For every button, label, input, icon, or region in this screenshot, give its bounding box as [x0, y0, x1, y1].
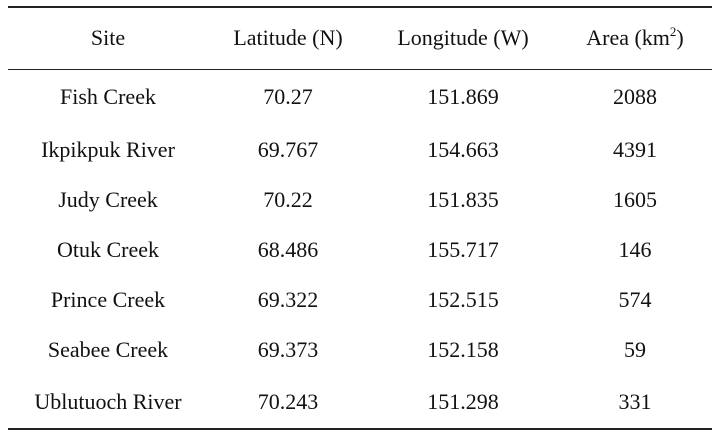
cell-area: 2088 — [613, 84, 657, 110]
cell-latitude: 70.27 — [263, 84, 313, 110]
cell-latitude: 70.22 — [263, 187, 313, 212]
table-row: Prince Creek 69.322 152.515 574 — [8, 275, 712, 325]
cell-area: 1605 — [613, 187, 657, 212]
table-row: Ublutuoch River 70.243 151.298 331 — [8, 375, 712, 430]
site-table: Site Latitude (N) Longitude (W) Area (km… — [8, 6, 712, 430]
site-table-container: Site Latitude (N) Longitude (W) Area (km… — [8, 6, 712, 430]
cell-latitude: 69.373 — [257, 337, 319, 362]
cell-longitude: 151.869 — [427, 84, 499, 110]
table-body: Fish Creek 70.27 151.869 2088 Ikpikpuk R… — [8, 69, 712, 430]
cell-site: Ikpikpuk River — [41, 137, 175, 162]
cell-latitude: 69.767 — [257, 137, 319, 162]
table-row: Ikpikpuk River 69.767 154.663 4391 — [8, 125, 712, 175]
cell-site: Ublutuoch River — [8, 375, 208, 430]
cell-site: Judy Creek — [58, 187, 158, 212]
header-site: Site — [8, 6, 208, 70]
cell-longitude: 152.158 — [427, 337, 499, 362]
cell-area: 59 — [624, 337, 646, 362]
cell-longitude: 155.717 — [427, 237, 499, 262]
cell-longitude: 151.835 — [427, 187, 499, 212]
table-row: Otuk Creek 68.486 155.717 146 — [8, 225, 712, 275]
header-longitude: Longitude (W) — [368, 6, 558, 70]
header-area-superscript: 2 — [669, 23, 677, 39]
cell-site: Seabee Creek — [47, 337, 169, 362]
table-row: Judy Creek 70.22 151.835 1605 — [8, 175, 712, 225]
table-row: Seabee Creek 69.373 152.158 59 — [8, 325, 712, 375]
cell-site: Fish Creek — [60, 84, 156, 110]
cell-latitude: 68.486 — [257, 237, 319, 262]
cell-area: 146 — [618, 237, 652, 262]
table-row: Fish Creek 70.27 151.869 2088 — [8, 69, 712, 125]
cell-area: 4391 — [613, 137, 657, 162]
cell-site: Otuk Creek — [56, 237, 160, 262]
cell-latitude: 69.322 — [257, 287, 319, 312]
table-header: Site Latitude (N) Longitude (W) Area (km… — [8, 6, 712, 70]
cell-longitude: 152.515 — [427, 287, 499, 312]
cell-longitude: 151.298 — [368, 375, 558, 430]
header-row: Site Latitude (N) Longitude (W) Area (km… — [8, 6, 712, 70]
cell-latitude: 70.243 — [208, 375, 368, 430]
cell-area: 574 — [618, 287, 652, 312]
header-area: Area (km2) — [558, 6, 712, 70]
header-latitude: Latitude (N) — [208, 6, 368, 70]
header-area-label: Area (km — [586, 25, 670, 51]
header-area-close: ) — [676, 25, 684, 51]
cell-area: 331 — [558, 375, 712, 430]
cell-longitude: 154.663 — [427, 137, 499, 162]
cell-site: Prince Creek — [50, 287, 166, 312]
